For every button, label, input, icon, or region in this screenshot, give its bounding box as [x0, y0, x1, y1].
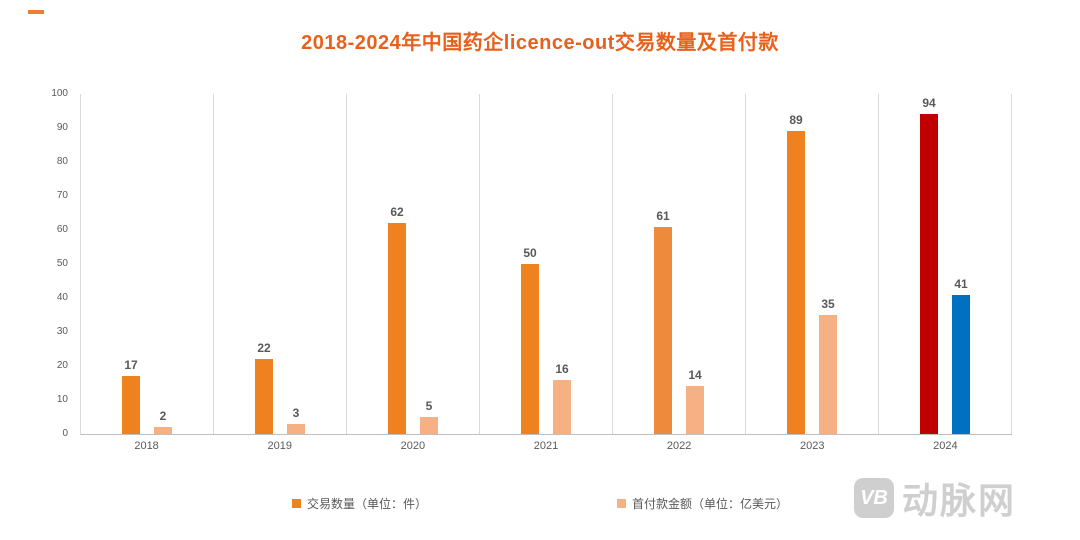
y-tick-label: 0 [62, 428, 68, 439]
upfront-payment-bar-group: 3 [287, 406, 305, 434]
legend-item-1: 首付款金额（单位：亿美元） [617, 495, 788, 512]
upfront-payment-bar-group: 35 [819, 297, 837, 434]
x-axis-label-2022: 2022 [666, 440, 692, 452]
deal-count-bar-group: 94 [920, 96, 938, 434]
upfront-payment-value-label-2021: 16 [555, 361, 569, 376]
x-axis-label-2019: 2019 [267, 440, 292, 452]
y-tick-label: 50 [56, 258, 68, 269]
legend-label: 首付款金额（单位：亿美元） [632, 497, 789, 511]
deal-count-value-label-2022: 61 [656, 208, 670, 223]
category-group-2022: 61 14 [613, 94, 746, 434]
x-axis-label-2021: 2021 [533, 440, 559, 452]
upfront-payment-bar-group: 41 [952, 277, 970, 434]
upfront-payment-bar-2018 [154, 427, 172, 434]
upfront-payment-bar-group: 14 [686, 368, 704, 434]
deal-count-bar-group: 61 [654, 209, 672, 434]
category-group-2024: 94 41 [879, 94, 1012, 434]
chart-title: 2018-2024年中国药企licence-out交易数量及首付款 [301, 32, 779, 54]
category-group-2023: 89 35 [746, 94, 879, 434]
category-group-2019: 22 3 [214, 94, 347, 434]
upfront-payment-value-label-2019: 3 [292, 405, 300, 420]
vbdata-logo-icon: VB [853, 478, 894, 518]
x-axis-label-2020: 2020 [400, 440, 426, 452]
y-tick-label: 100 [51, 88, 68, 99]
legend-swatch-icon [617, 499, 626, 508]
y-tick-label: 40 [56, 292, 68, 303]
plot-area: 17 2 22 3 62 5 50 16 61 14 89 35 94 41 [80, 94, 1012, 435]
deal-count-value-label-2019: 22 [257, 341, 271, 356]
deal-count-bar-2023 [787, 131, 805, 434]
watermark: VB 动脉网 [853, 472, 1016, 524]
deal-count-bar-group: 89 [787, 113, 805, 434]
y-tick-label: 20 [56, 360, 68, 371]
deal-count-value-label-2018: 17 [124, 358, 138, 373]
deal-count-value-label-2020: 62 [390, 205, 404, 220]
deal-count-bar-2018 [122, 376, 140, 434]
legend: 交易数量（单位：件） 首付款金额（单位：亿美元） [0, 495, 1080, 512]
top-left-accent-dash [28, 10, 44, 14]
y-tick-label: 70 [56, 190, 68, 201]
x-axis-label-2018: 2018 [134, 440, 159, 452]
deal-count-value-label-2023: 89 [789, 113, 803, 128]
deal-count-value-label-2024: 94 [922, 96, 936, 111]
y-tick-label: 80 [56, 156, 68, 167]
x-axis-label-2024: 2024 [933, 440, 958, 452]
deal-count-bar-group: 22 [255, 341, 273, 434]
deal-count-bar-2022 [654, 226, 672, 434]
upfront-payment-value-label-2020: 5 [425, 399, 433, 413]
upfront-payment-bar-group: 16 [553, 362, 571, 434]
deal-count-bar-group: 50 [521, 246, 539, 434]
upfront-payment-bar-2021 [553, 379, 571, 434]
y-tick-label: 60 [56, 224, 68, 235]
y-tick-label: 30 [56, 326, 68, 337]
deal-count-bar-2024 [920, 114, 938, 434]
y-tick-label: 10 [56, 394, 68, 405]
deal-count-bar-group: 62 [388, 205, 406, 434]
upfront-payment-bar-group: 5 [420, 399, 438, 434]
deal-count-bar-2020 [388, 223, 406, 434]
upfront-payment-value-label-2023: 35 [821, 297, 835, 311]
legend-swatch-icon [291, 499, 301, 508]
upfront-payment-value-label-2024: 41 [954, 276, 968, 291]
upfront-payment-bar-group: 2 [154, 409, 172, 434]
upfront-payment-bar-2022 [686, 386, 704, 434]
y-axis: 0 10 20 30 40 50 60 70 80 90 100 [0, 88, 74, 440]
category-group-2020: 62 5 [347, 94, 480, 434]
x-axis-label-2023: 2023 [800, 440, 825, 452]
watermark-brand-text: 动脉网 [901, 480, 1016, 521]
deal-count-bar-2019 [255, 359, 273, 434]
bar-chart: 0 10 20 30 40 50 60 70 80 90 100 17 2 22 3 62 5 50 16 61 14… [0, 88, 1080, 488]
legend-item-0: 交易数量（单位：件） [291, 495, 427, 512]
deal-count-bar-2021 [521, 264, 539, 434]
upfront-payment-bar-2020 [420, 417, 438, 434]
upfront-payment-value-label-2018: 2 [159, 409, 167, 424]
upfront-payment-bar-2023 [819, 315, 837, 434]
deal-count-bar-group: 17 [122, 358, 140, 434]
y-tick-label: 90 [56, 122, 68, 133]
x-axis: 2018 2019 2020 2021 2022 2023 2024 [80, 440, 1012, 452]
category-group-2021: 50 16 [480, 94, 613, 434]
legend-label: 交易数量（单位：件） [306, 497, 427, 511]
upfront-payment-bar-2024 [952, 294, 970, 434]
upfront-payment-bar-2019 [287, 423, 305, 434]
deal-count-value-label-2021: 50 [523, 246, 537, 260]
category-group-2018: 17 2 [81, 94, 214, 434]
upfront-payment-value-label-2022: 14 [688, 368, 702, 383]
